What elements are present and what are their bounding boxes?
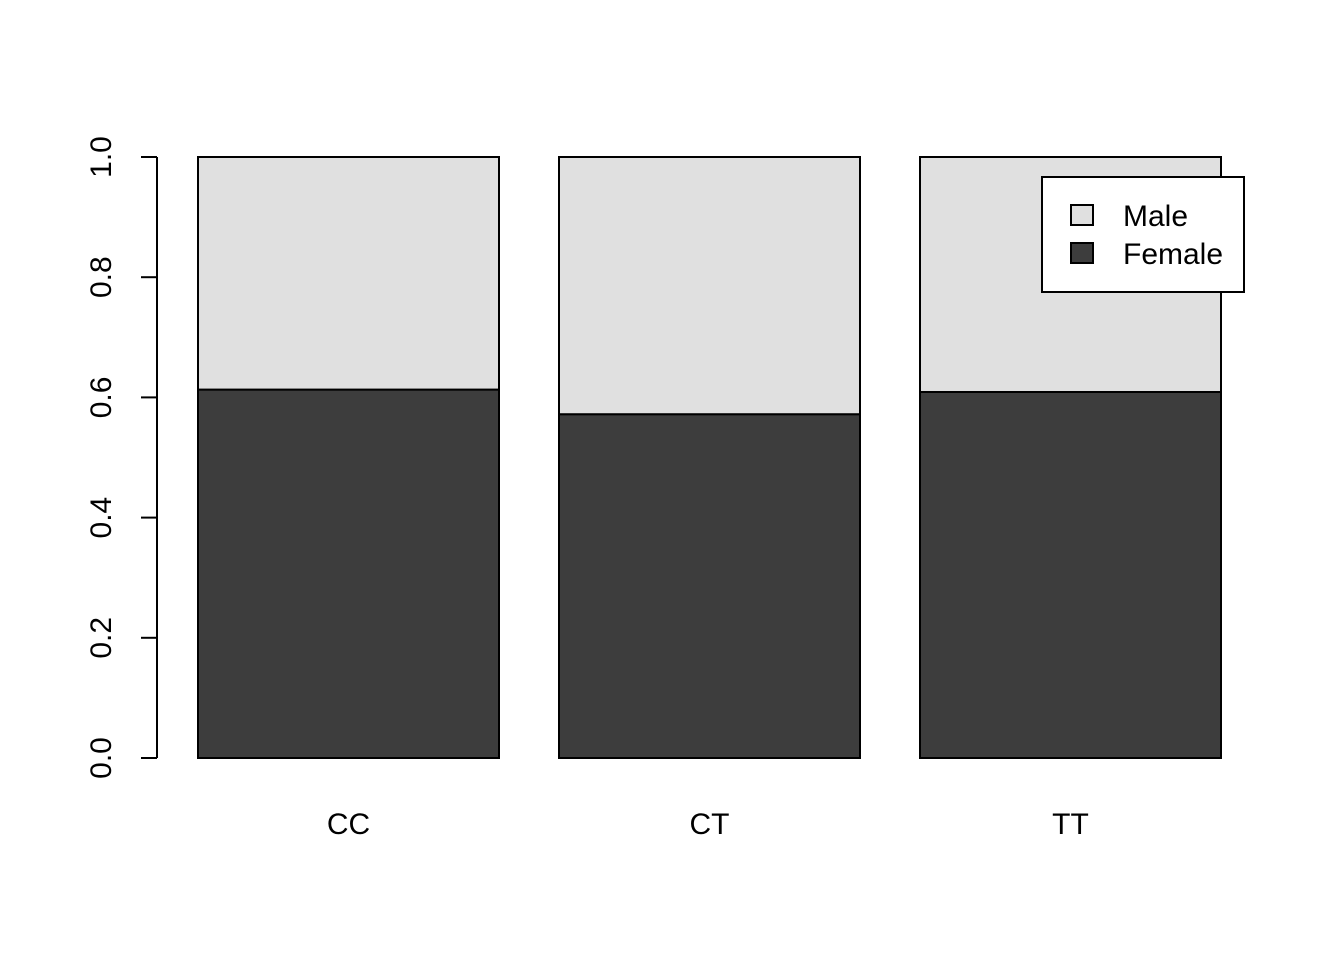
legend: Male Female — [1041, 176, 1245, 293]
legend-label-male: Male — [1123, 200, 1188, 233]
y-axis: 0.0 0.2 0.4 0.6 0.8 1.0 — [85, 136, 158, 779]
x-category-label: CT — [690, 808, 730, 841]
legend-box — [1041, 176, 1245, 293]
x-category-label: CC — [327, 808, 370, 841]
bar-cc-female — [197, 388, 500, 759]
x-category-label: TT — [1052, 808, 1089, 841]
x-axis-labels: CC CT TT — [327, 808, 1089, 841]
y-tick-label: 0.4 — [85, 497, 118, 539]
y-tick-label: 0.8 — [85, 256, 118, 298]
y-tick-label: 1.0 — [85, 136, 118, 178]
y-tick-label: 0.2 — [85, 617, 118, 659]
bar-ct-female — [558, 413, 861, 759]
bar-cc-male — [197, 156, 500, 391]
bar-tt-female — [919, 390, 1222, 759]
y-tick-label: 0.6 — [85, 377, 118, 419]
legend-swatch-male — [1070, 204, 1094, 226]
legend-swatch-female — [1070, 242, 1094, 264]
legend-label-female: Female — [1123, 238, 1223, 271]
y-tick-label: 0.0 — [85, 737, 118, 779]
bar-ct-male — [558, 156, 861, 416]
